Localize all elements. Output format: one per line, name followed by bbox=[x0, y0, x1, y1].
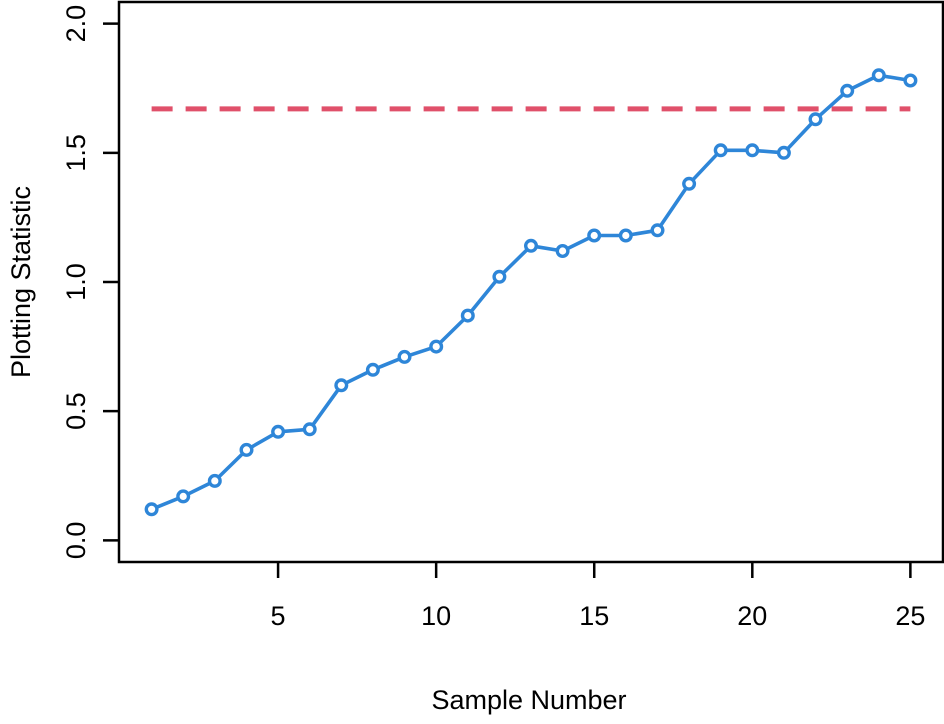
data-point-marker bbox=[745, 143, 760, 158]
axis-ticks-layer: 5 10 15 20 25 0.0 0.5 1.0 1.5 2.0 bbox=[61, 5, 925, 631]
data-series-line bbox=[149, 73, 913, 512]
x-axis-tick-label: 10 bbox=[421, 601, 451, 631]
data-point-marker bbox=[618, 228, 633, 243]
data-point-marker bbox=[587, 228, 602, 243]
x-axis-tick-label: 20 bbox=[737, 601, 767, 631]
data-point-marker bbox=[650, 223, 665, 238]
data-point-marker bbox=[397, 349, 412, 364]
data-point-marker bbox=[840, 83, 855, 98]
data-point-marker bbox=[334, 378, 349, 393]
data-point-marker bbox=[144, 502, 159, 517]
data-point-marker bbox=[429, 339, 444, 354]
x-axis-tick-label: 5 bbox=[271, 601, 286, 631]
data-point-marker bbox=[365, 362, 380, 377]
y-axis-tick-label: 1.0 bbox=[61, 263, 91, 301]
data-point-marker bbox=[682, 176, 697, 191]
data-point-marker bbox=[239, 442, 254, 457]
data-point-marker bbox=[207, 473, 222, 488]
data-point-marker bbox=[903, 73, 918, 88]
data-point-marker bbox=[271, 424, 286, 439]
data-point-marker bbox=[524, 238, 539, 253]
data-point-marker bbox=[492, 269, 507, 284]
y-axis-tick-label: 1.5 bbox=[61, 134, 91, 172]
plot-border bbox=[117, 0, 944, 564]
y-axis-tick-label: 0.0 bbox=[61, 522, 91, 560]
data-point-marker bbox=[555, 243, 570, 258]
data-point-marker bbox=[776, 145, 791, 160]
data-point-marker bbox=[460, 308, 475, 323]
data-point-marker bbox=[871, 68, 886, 83]
x-axis-title: Sample Number bbox=[431, 685, 626, 715]
y-axis-tick-label: 2.0 bbox=[61, 5, 91, 43]
y-axis-tick-label: 0.5 bbox=[61, 392, 91, 430]
data-point-marker bbox=[302, 422, 317, 437]
data-point-marker bbox=[713, 143, 728, 158]
data-point-marker bbox=[808, 112, 823, 127]
x-axis-tick-label: 25 bbox=[895, 601, 925, 631]
data-point-marker bbox=[176, 489, 191, 504]
data-series-layer bbox=[144, 68, 918, 517]
y-axis-title: Plotting Statistic bbox=[6, 186, 36, 378]
x-axis-tick-label: 15 bbox=[579, 601, 609, 631]
